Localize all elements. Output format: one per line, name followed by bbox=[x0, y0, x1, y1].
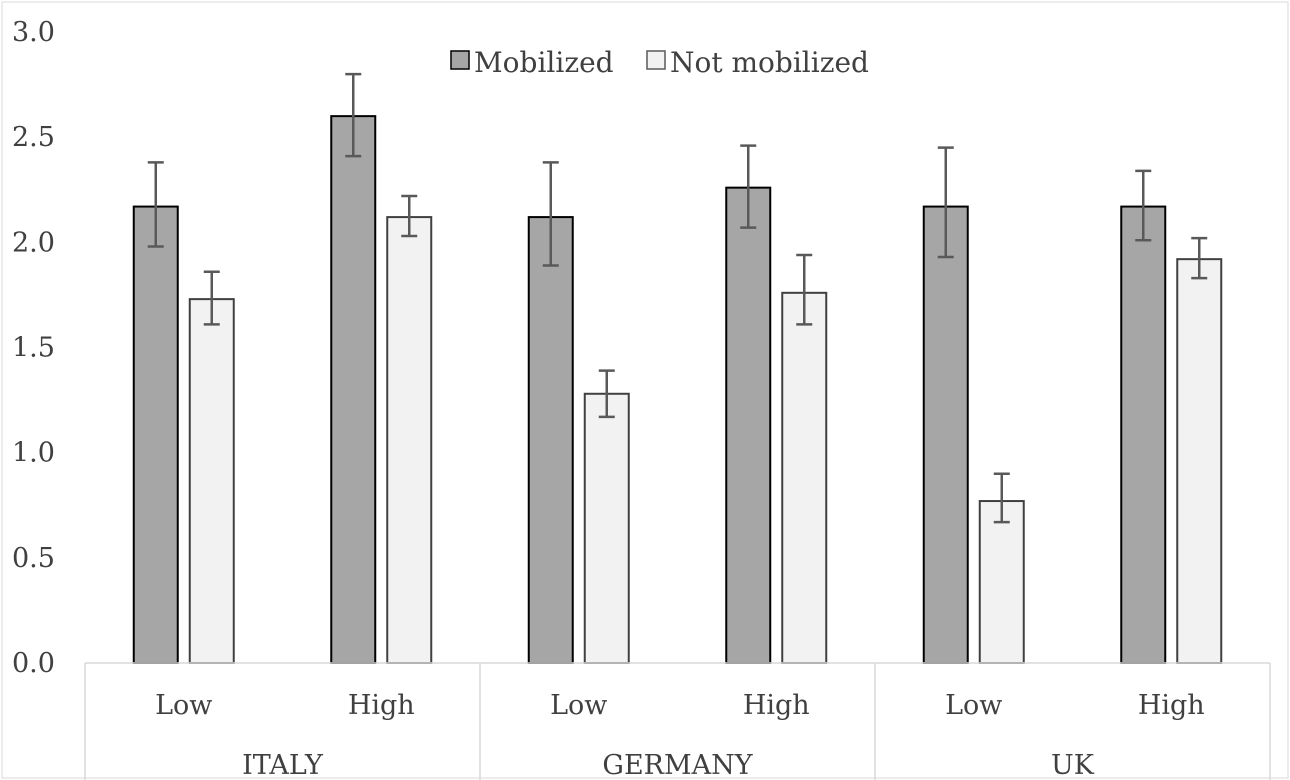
group-label: ITALY bbox=[242, 750, 324, 780]
legend-swatch bbox=[450, 50, 470, 70]
group-label: GERMANY bbox=[602, 750, 753, 780]
bar-mobilized bbox=[330, 115, 377, 664]
legend-label: Mobilized bbox=[474, 46, 614, 79]
y-tick-label: 0.0 bbox=[12, 648, 55, 679]
category-label: High bbox=[743, 690, 810, 721]
bar-mobilized bbox=[527, 216, 574, 665]
y-tick-label: 1.5 bbox=[12, 333, 55, 364]
category-label: Low bbox=[945, 690, 1002, 721]
y-tick-label: 2.0 bbox=[12, 227, 55, 258]
bar-mobilized bbox=[1120, 205, 1167, 664]
bar-not-mobilized bbox=[978, 500, 1025, 664]
legend-swatch bbox=[646, 50, 666, 70]
bar-not-mobilized bbox=[583, 392, 630, 664]
bar-not-mobilized bbox=[386, 216, 433, 665]
bar-not-mobilized bbox=[781, 291, 828, 664]
bar-mobilized bbox=[725, 186, 772, 664]
category-label: Low bbox=[155, 690, 212, 721]
legend-label: Not mobilized bbox=[670, 46, 869, 79]
y-tick-label: 3.0 bbox=[12, 17, 55, 48]
y-tick-label: 2.5 bbox=[12, 122, 55, 153]
bar-mobilized bbox=[132, 205, 179, 664]
bar-not-mobilized bbox=[188, 298, 235, 664]
bar-mobilized bbox=[922, 205, 969, 664]
category-label: High bbox=[1138, 690, 1205, 721]
y-tick-label: 1.0 bbox=[12, 438, 55, 469]
category-label: High bbox=[348, 690, 415, 721]
bar-not-mobilized bbox=[1176, 258, 1223, 664]
y-tick-label: 0.5 bbox=[12, 543, 55, 574]
group-label: UK bbox=[1051, 750, 1095, 780]
category-label: Low bbox=[550, 690, 607, 721]
